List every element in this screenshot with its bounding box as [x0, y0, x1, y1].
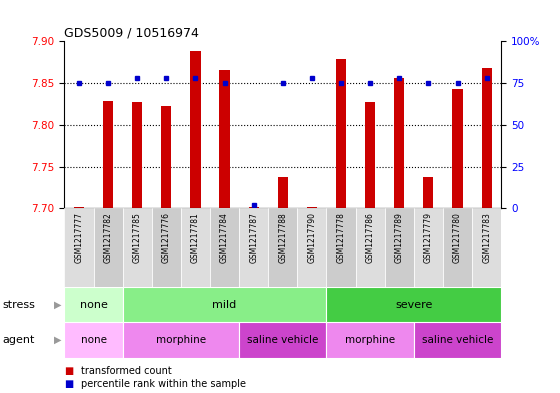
Bar [326, 322, 414, 358]
Text: stress: stress [3, 299, 36, 310]
Bar [297, 208, 326, 287]
Text: GSM1217781: GSM1217781 [191, 212, 200, 263]
Text: percentile rank within the sample: percentile rank within the sample [81, 379, 246, 389]
Text: mild: mild [212, 299, 237, 310]
Text: ■: ■ [64, 379, 74, 389]
Text: GSM1217788: GSM1217788 [278, 212, 287, 263]
Text: transformed count: transformed count [81, 366, 172, 376]
Text: ▶: ▶ [54, 299, 62, 310]
Bar [210, 208, 239, 287]
Bar [94, 208, 123, 287]
Text: GSM1217786: GSM1217786 [366, 212, 375, 263]
Text: GSM1217779: GSM1217779 [424, 212, 433, 263]
Bar [443, 208, 472, 287]
Bar [326, 287, 501, 322]
Text: GSM1217790: GSM1217790 [307, 212, 316, 263]
Bar [239, 322, 326, 358]
Bar [452, 89, 463, 208]
Text: ▶: ▶ [54, 335, 62, 345]
Text: morphine: morphine [345, 335, 395, 345]
Text: GSM1217787: GSM1217787 [249, 212, 258, 263]
Bar [132, 102, 142, 208]
Text: GSM1217789: GSM1217789 [395, 212, 404, 263]
Bar [414, 208, 443, 287]
Text: saline vehicle: saline vehicle [247, 335, 319, 345]
Bar [482, 68, 492, 208]
Bar [181, 208, 210, 287]
Bar [394, 78, 404, 208]
Bar [414, 322, 501, 358]
Text: GSM1217784: GSM1217784 [220, 212, 229, 263]
Bar [64, 208, 94, 287]
Bar [278, 176, 288, 208]
Bar [161, 107, 171, 208]
Bar [472, 208, 501, 287]
Bar [239, 208, 268, 287]
Bar [336, 59, 346, 208]
Text: GSM1217783: GSM1217783 [482, 212, 491, 263]
Bar [220, 70, 230, 208]
Text: saline vehicle: saline vehicle [422, 335, 493, 345]
Text: GSM1217776: GSM1217776 [162, 212, 171, 263]
Bar [385, 208, 414, 287]
Text: agent: agent [3, 335, 35, 345]
Bar [268, 208, 297, 287]
Bar [423, 176, 433, 208]
Bar [123, 208, 152, 287]
Text: GSM1217777: GSM1217777 [74, 212, 83, 263]
Bar [190, 51, 200, 208]
Text: none: none [81, 335, 106, 345]
Bar [64, 287, 123, 322]
Bar [365, 102, 375, 208]
Bar [123, 322, 239, 358]
Bar [123, 287, 326, 322]
Bar [356, 208, 385, 287]
Bar [103, 101, 113, 208]
Text: GSM1217780: GSM1217780 [453, 212, 462, 263]
Text: GDS5009 / 10516974: GDS5009 / 10516974 [64, 26, 199, 39]
Text: GSM1217785: GSM1217785 [133, 212, 142, 263]
Bar [64, 322, 123, 358]
Text: ■: ■ [64, 366, 74, 376]
Bar [152, 208, 181, 287]
Text: GSM1217782: GSM1217782 [104, 212, 113, 263]
Text: GSM1217778: GSM1217778 [337, 212, 346, 263]
Bar [326, 208, 356, 287]
Text: none: none [80, 299, 108, 310]
Text: morphine: morphine [156, 335, 206, 345]
Text: severe: severe [395, 299, 432, 310]
